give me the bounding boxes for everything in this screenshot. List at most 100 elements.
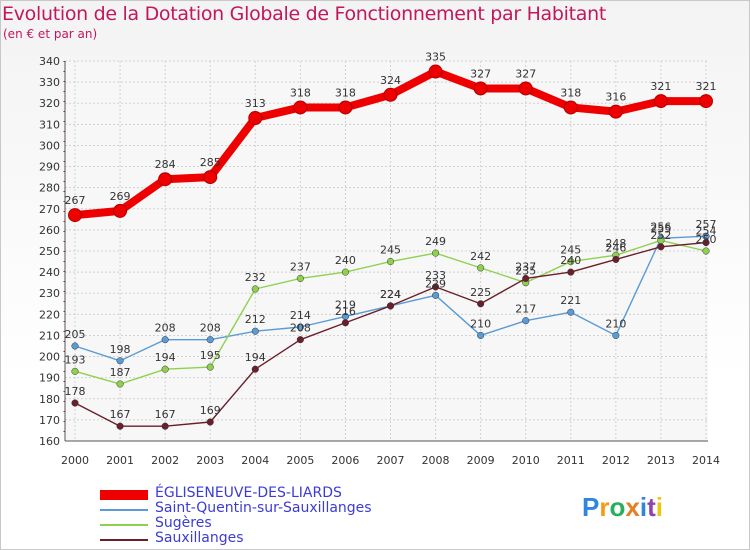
- y-tick-label: 250: [39, 245, 60, 258]
- data-point: [432, 291, 440, 299]
- data-label: 327: [515, 67, 536, 80]
- y-tick-label: 270: [39, 203, 60, 216]
- y-tick-label: 330: [39, 76, 60, 89]
- data-label: 318: [560, 86, 581, 99]
- data-point: [206, 336, 214, 344]
- legend-swatch-sugeres: [100, 524, 148, 526]
- legend-label-egliseneuve: ÉGLISENEUVE-DES-LIARDS: [155, 485, 342, 501]
- data-point: [567, 268, 575, 276]
- data-label: 318: [290, 86, 311, 99]
- data-label: 169: [200, 404, 221, 417]
- x-tick-label: 2004: [241, 454, 269, 467]
- data-label: 246: [605, 241, 626, 254]
- data-label: 324: [380, 74, 401, 87]
- logo-letter: x: [625, 492, 640, 522]
- data-label: 235: [515, 265, 536, 278]
- data-point: [563, 100, 578, 115]
- y-tick-label: 220: [39, 308, 60, 321]
- data-point: [116, 357, 124, 365]
- data-point: [657, 243, 665, 251]
- data-label: 212: [245, 313, 266, 326]
- y-tick-label: 170: [39, 414, 60, 427]
- data-point: [612, 331, 620, 339]
- x-tick-label: 2001: [106, 454, 134, 467]
- data-point: [653, 94, 668, 109]
- data-point: [386, 258, 395, 266]
- data-point: [341, 319, 349, 327]
- x-tick-label: 2007: [377, 454, 405, 467]
- data-point: [116, 422, 124, 430]
- x-tick-label: 2010: [512, 454, 540, 467]
- data-label: 252: [650, 229, 671, 242]
- data-label: 321: [650, 80, 671, 93]
- data-point: [522, 274, 530, 282]
- y-tick-label: 230: [39, 287, 60, 300]
- y-tick-label: 180: [39, 393, 60, 406]
- y-tick-label: 320: [39, 97, 60, 110]
- legend-swatch-egliseneuve: [100, 490, 148, 500]
- data-label: 257: [696, 218, 717, 231]
- y-tick-label: 190: [39, 372, 60, 385]
- data-point: [71, 399, 79, 407]
- data-point: [293, 100, 308, 115]
- data-point: [522, 317, 530, 325]
- data-label: 256: [650, 220, 671, 233]
- data-label: 210: [605, 317, 626, 330]
- data-point: [248, 111, 263, 125]
- data-label: 250: [696, 233, 717, 246]
- data-label: 167: [110, 408, 131, 421]
- data-point: [699, 94, 713, 109]
- data-label: 208: [155, 322, 176, 335]
- data-point: [432, 249, 440, 257]
- data-point: [428, 64, 443, 79]
- data-point: [296, 323, 304, 331]
- data-label: 249: [425, 235, 446, 248]
- chart-subtitle: (en € et par an): [3, 27, 98, 41]
- data-label: 193: [65, 353, 86, 366]
- data-point: [386, 302, 395, 310]
- logo-letter: i: [639, 492, 648, 522]
- data-label: 219: [335, 298, 356, 311]
- y-tick-label: 260: [39, 224, 60, 237]
- y-tick-label: 160: [39, 435, 60, 448]
- data-label: 198: [110, 343, 131, 356]
- logo-letter: o: [609, 492, 626, 522]
- logo-letter: t: [647, 492, 656, 522]
- data-label: 178: [65, 385, 86, 398]
- data-point: [341, 268, 349, 276]
- data-point: [161, 365, 169, 373]
- data-point: [251, 327, 259, 335]
- x-tick-label: 2011: [557, 454, 585, 467]
- data-label: 224: [380, 288, 401, 301]
- data-label: 327: [470, 67, 491, 80]
- data-label: 237: [515, 260, 536, 273]
- data-label: 267: [65, 194, 86, 207]
- data-label: 210: [470, 317, 491, 330]
- data-label: 242: [470, 250, 491, 263]
- data-label: 321: [696, 80, 717, 93]
- data-label: 245: [380, 244, 401, 257]
- y-tick-label: 310: [39, 118, 60, 131]
- data-point: [296, 274, 304, 282]
- legend-swatch-saint-quentin: [100, 509, 148, 511]
- data-point: [473, 81, 488, 96]
- data-label: 245: [560, 244, 581, 257]
- data-label: 313: [245, 97, 266, 110]
- data-label: 194: [155, 351, 176, 364]
- data-label: 285: [200, 156, 221, 169]
- data-point: [161, 422, 169, 430]
- data-label: 225: [470, 286, 491, 299]
- data-point: [251, 365, 259, 373]
- logo-letter: i: [655, 492, 663, 522]
- data-label: 269: [110, 190, 131, 203]
- data-point: [161, 336, 169, 344]
- data-point: [296, 336, 304, 344]
- data-label: 335: [425, 51, 446, 64]
- data-label: 208: [200, 322, 221, 335]
- data-point: [702, 247, 710, 255]
- data-label: 237: [290, 260, 311, 273]
- legend-label-sauxillanges: Sauxillanges: [155, 530, 244, 546]
- data-point: [477, 300, 485, 308]
- data-point: [203, 170, 218, 185]
